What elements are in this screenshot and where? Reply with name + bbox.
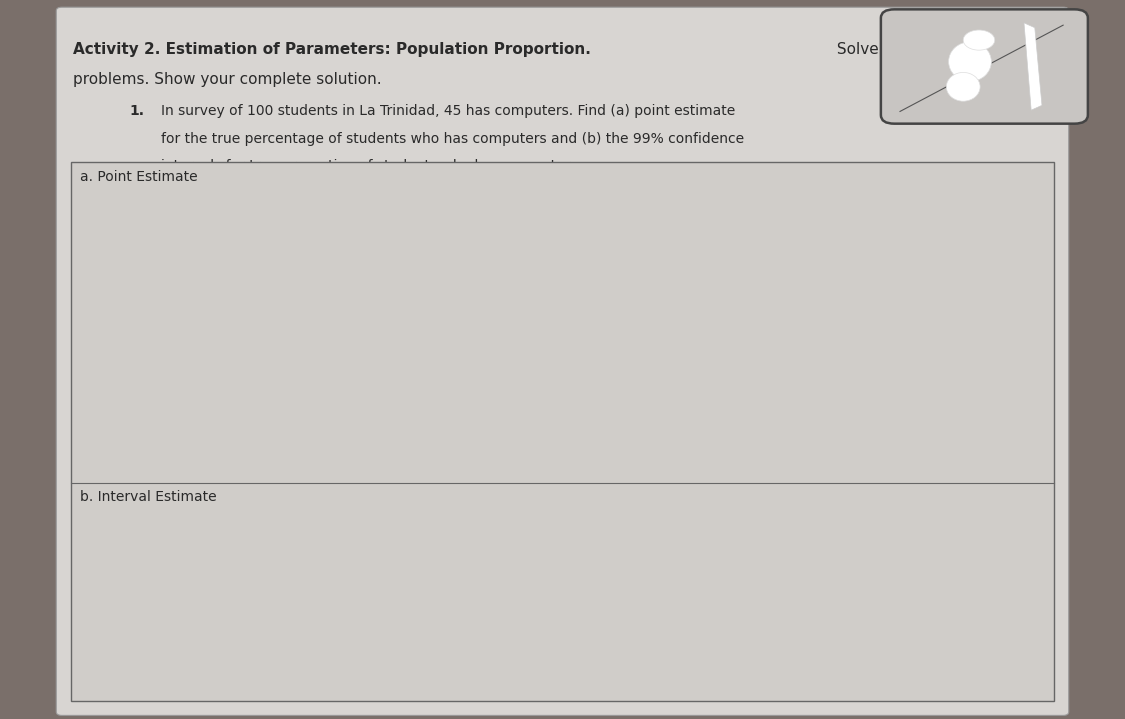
Text: problems. Show your complete solution.: problems. Show your complete solution. <box>73 72 381 87</box>
Bar <box>71 162 1054 701</box>
Text: 1.: 1. <box>129 104 144 118</box>
Text: Activity 2. Estimation of Parameters: Population Proportion.: Activity 2. Estimation of Parameters: Po… <box>73 42 591 57</box>
Text: a. Point Estimate: a. Point Estimate <box>80 170 198 184</box>
Text: b. Interval Estimate: b. Interval Estimate <box>80 490 216 504</box>
Text: intervals for true proportion of students who has computers.: intervals for true proportion of student… <box>161 159 582 173</box>
Circle shape <box>963 30 994 50</box>
Polygon shape <box>1024 23 1042 110</box>
FancyBboxPatch shape <box>56 7 1069 715</box>
Text: for the true percentage of students who has computers and (b) the 99% confidence: for the true percentage of students who … <box>161 132 744 145</box>
FancyBboxPatch shape <box>881 9 1088 124</box>
Ellipse shape <box>946 73 980 101</box>
Text: Solve the following: Solve the following <box>832 42 983 57</box>
Text: In survey of 100 students in La Trinidad, 45 has computers. Find (a) point estim: In survey of 100 students in La Trinidad… <box>161 104 735 118</box>
Ellipse shape <box>948 42 991 81</box>
